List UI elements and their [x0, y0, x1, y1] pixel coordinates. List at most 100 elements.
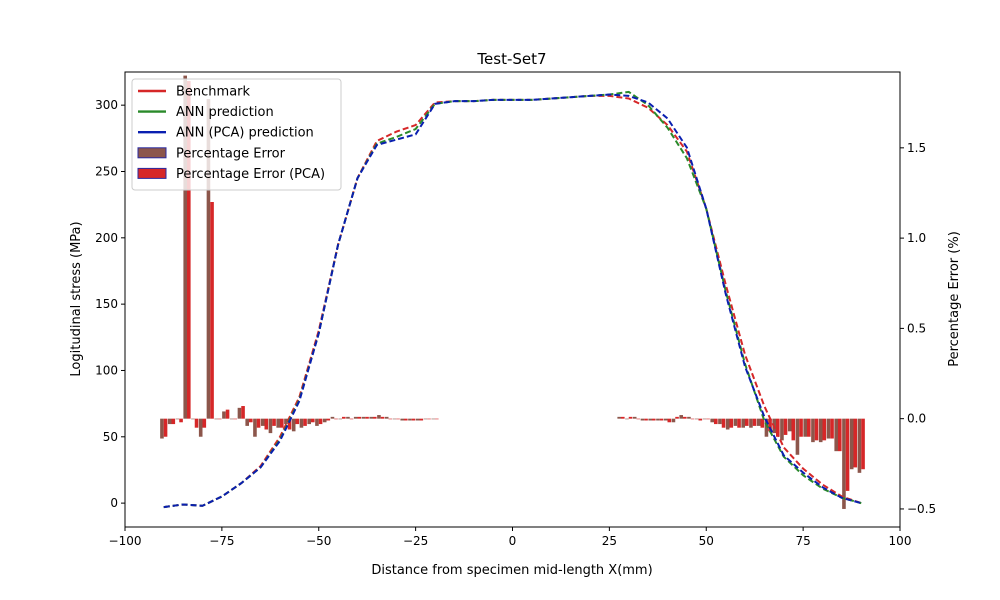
error-bar — [861, 418, 865, 470]
error-bar — [249, 418, 253, 423]
x-ticks: −100 −75 −50 −25 0 25 50 75 100 — [109, 527, 911, 548]
y2-tick-label: −0.5 — [907, 502, 936, 516]
error-bar — [675, 416, 679, 419]
error-bar — [295, 418, 300, 425]
error-bar — [644, 418, 648, 421]
error-bar — [671, 418, 676, 423]
error-bar — [679, 415, 683, 419]
error-bar — [334, 418, 338, 420]
error-bar — [187, 81, 191, 419]
error-bar — [427, 418, 431, 420]
error-bar — [698, 418, 703, 421]
x-tick-label: 0 — [509, 534, 517, 548]
error-bar — [431, 418, 435, 420]
error-bar — [648, 418, 652, 421]
error-bar — [183, 75, 187, 419]
legend-box — [131, 78, 342, 191]
error-bar — [291, 418, 296, 432]
error-bar — [225, 409, 230, 419]
error-bar — [400, 418, 404, 421]
error-bar — [803, 418, 807, 437]
error-bar — [838, 418, 842, 452]
y2-tick-label: 1.0 — [907, 231, 926, 245]
error-bar — [349, 418, 354, 420]
error-bar — [353, 416, 358, 419]
y2-tick-label: 1.5 — [907, 141, 926, 155]
error-bar — [791, 418, 796, 441]
error-bar — [694, 418, 699, 420]
error-bar — [357, 416, 362, 419]
y2-axis-label: Percentage Error (%) — [947, 231, 962, 367]
error-bar — [338, 418, 342, 420]
error-bar — [268, 418, 273, 434]
error-bar — [780, 418, 784, 441]
error-bar — [318, 418, 323, 425]
x-tick-label: 50 — [699, 534, 714, 548]
error-bar — [233, 418, 238, 420]
error-bar — [826, 418, 831, 439]
error-bar — [799, 418, 803, 437]
error-bar — [191, 418, 195, 420]
error-bar — [315, 418, 319, 426]
error-bar — [415, 418, 420, 421]
error-bar — [303, 418, 307, 426]
error-bar — [171, 418, 176, 425]
legend-entry-label: ANN (PCA) prediction — [176, 126, 314, 141]
error-bar — [202, 418, 207, 428]
error-bar — [783, 418, 788, 435]
error-bar — [408, 418, 412, 421]
error-bar — [822, 418, 827, 441]
y-tick-label: 50 — [103, 430, 118, 444]
y-axis-label: Logitudinal stress (MPa) — [69, 221, 84, 376]
error-bar — [842, 418, 846, 509]
error-bar — [729, 418, 734, 428]
legend-entry-label: Benchmark — [176, 85, 251, 100]
x-tick-label: −25 — [403, 534, 428, 548]
error-bar — [632, 416, 637, 419]
error-bar — [342, 416, 346, 419]
error-bar — [733, 418, 738, 426]
y-tick-label: 250 — [95, 164, 118, 178]
error-bar — [737, 418, 741, 428]
error-bar — [710, 418, 714, 423]
error-bar — [163, 418, 168, 437]
error-bar — [811, 418, 815, 443]
error-bar — [256, 418, 261, 428]
error-bar — [198, 418, 203, 437]
error-bar — [404, 418, 408, 421]
error-bar — [714, 418, 718, 425]
error-bar — [423, 418, 428, 420]
error-bar — [830, 418, 834, 439]
error-bar — [721, 418, 726, 428]
error-bar — [396, 418, 400, 420]
error-bar — [222, 411, 226, 419]
error-bar — [857, 418, 862, 473]
error-bar — [756, 418, 761, 426]
error-bar — [849, 418, 854, 470]
x-tick-label: −75 — [209, 534, 234, 548]
error-bar — [361, 416, 366, 419]
error-bar — [652, 418, 656, 421]
error-bar — [768, 418, 772, 432]
error-bar — [214, 418, 218, 420]
error-bar — [435, 418, 439, 420]
error-bar — [160, 418, 164, 439]
y2-ticks: −0.5 0.0 0.5 1.0 1.5 — [900, 141, 936, 516]
error-bar — [636, 418, 641, 420]
error-bar — [419, 418, 424, 421]
y-tick-label: 200 — [95, 231, 118, 245]
error-bar — [377, 415, 381, 419]
x-tick-label: 25 — [602, 534, 617, 548]
error-bar — [388, 418, 393, 420]
y-tick-label: 0 — [110, 496, 118, 510]
error-bar — [245, 418, 249, 426]
y2-tick-label: 0.5 — [907, 321, 926, 335]
legend-entry-label: ANN prediction — [176, 105, 274, 120]
error-bar — [311, 418, 315, 423]
error-bar — [369, 416, 373, 419]
error-bar — [287, 418, 292, 430]
error-bar — [194, 418, 199, 428]
error-bar — [845, 418, 850, 491]
y-tick-label: 100 — [95, 363, 118, 377]
error-bar — [795, 418, 800, 455]
